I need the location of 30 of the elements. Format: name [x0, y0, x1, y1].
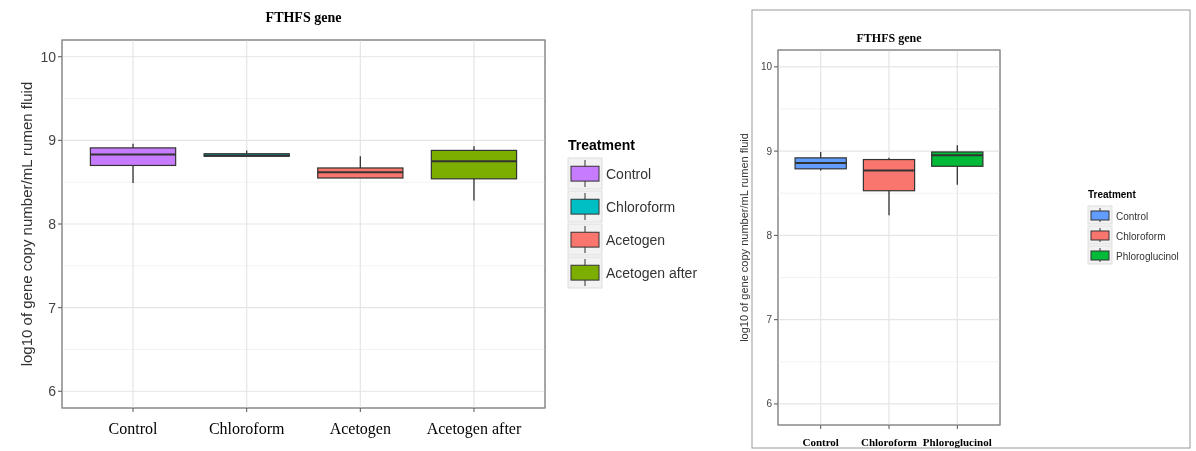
y-axis-title: log10 of gene copy number/mL rumen fluid: [738, 133, 750, 342]
legend-title: Treatment: [1088, 189, 1137, 200]
y-tick-label: 10: [40, 48, 57, 65]
y-tick-label: 9: [48, 132, 57, 149]
chart-title: FTHFS gene: [856, 31, 923, 45]
y-tick-label: 9: [766, 145, 773, 157]
x-tick-label: Chloroform: [208, 420, 285, 437]
x-tick-label: Chloroform: [860, 436, 918, 448]
x-tick-label: Control: [802, 436, 839, 448]
y-tick-label: 6: [766, 398, 773, 410]
x-tick-label: Phloroglucinol: [922, 436, 992, 448]
legend-label: Acetogen: [606, 232, 666, 249]
legend-label: Chloroform: [1116, 230, 1166, 242]
y-axis-title: log10 of gene copy number/mL rumen fluid: [18, 81, 35, 367]
legend-label: Acetogen after: [606, 265, 698, 282]
y-tick-label: 6: [48, 383, 57, 400]
y-tick-label: 7: [766, 314, 773, 326]
x-tick-label: Acetogen after: [426, 420, 522, 438]
legend-label: Control: [606, 166, 652, 183]
legend-label: Chloroform: [606, 199, 676, 216]
x-tick-label: Acetogen: [329, 420, 391, 438]
legend-title: Treatment: [568, 137, 636, 153]
y-tick-label: 10: [760, 61, 773, 73]
x-tick-label: Control: [108, 420, 159, 437]
legend-label: Control: [1116, 210, 1149, 222]
legend-label: Phloroglucinol: [1116, 250, 1179, 262]
y-tick-label: 8: [48, 215, 57, 232]
y-tick-label: 8: [766, 229, 773, 241]
chart-title: FTHFS gene: [265, 10, 342, 25]
y-tick-label: 7: [48, 299, 57, 316]
